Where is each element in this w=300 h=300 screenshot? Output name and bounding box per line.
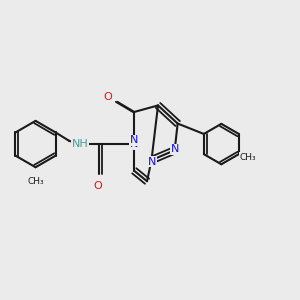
Text: CH₃: CH₃: [27, 177, 44, 186]
Text: N: N: [130, 139, 138, 149]
Text: N: N: [170, 144, 179, 154]
Text: O: O: [103, 92, 112, 102]
Text: CH₃: CH₃: [239, 153, 256, 162]
Text: N: N: [130, 136, 138, 146]
Text: O: O: [94, 181, 102, 191]
Text: N: N: [148, 157, 156, 166]
Text: NH: NH: [72, 139, 88, 149]
